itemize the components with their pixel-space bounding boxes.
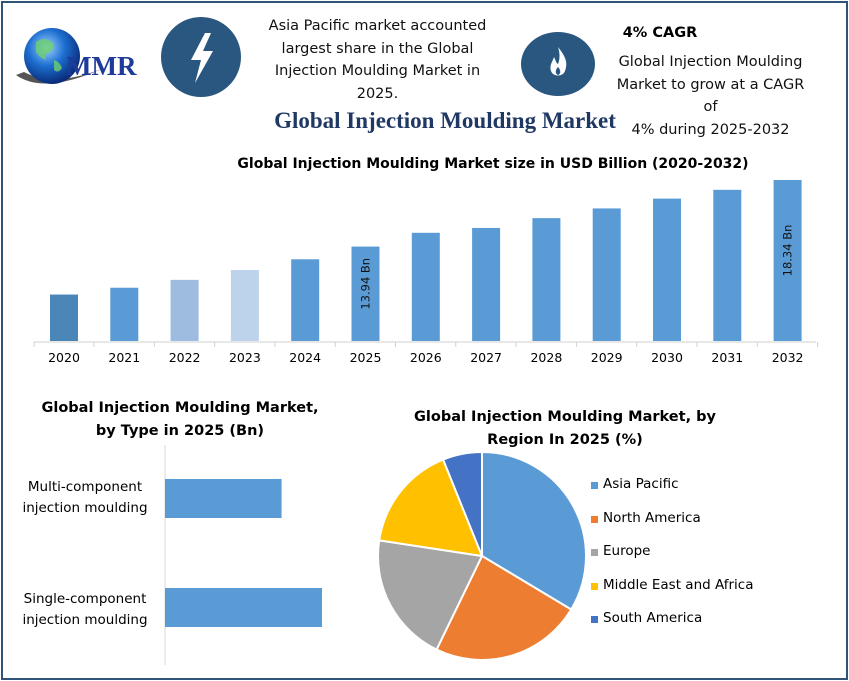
flame-icon (521, 32, 595, 96)
main-title: Global Injection Moulding Market (274, 108, 616, 133)
legend-swatch (591, 549, 598, 557)
bar-chart-title: Global Injection Moulding Market size in… (237, 156, 749, 172)
insight-line: largest share in the Global (281, 40, 474, 57)
type-chart-title-line: Global Injection Moulding Market, (41, 400, 319, 416)
pie-title-line: Region In 2025 (%) (487, 432, 643, 448)
legend-swatch (591, 515, 598, 523)
x-tick-label: 2031 (711, 350, 744, 365)
pie-slice-middle-east-and-africa (378, 458, 484, 558)
legend-swatch (591, 482, 598, 489)
x-tick-label: 2026 (409, 350, 442, 365)
pie-slice-europe (377, 539, 484, 651)
bar-2023 (230, 270, 259, 341)
lightning-icon (161, 17, 241, 97)
bar-2027 (472, 227, 501, 341)
pie-slice-asia-pacific (481, 450, 587, 611)
x-tick-label: 2022 (168, 350, 201, 365)
legend-label: Asia Pacific (603, 476, 679, 492)
bar-2022 (170, 279, 199, 341)
x-tick-label: 2025 (349, 350, 382, 365)
pie-title-line: Global Injection Moulding Market, by (414, 409, 716, 425)
type-label: injection moulding (22, 612, 148, 628)
insight-line: Injection Moulding Market in (274, 63, 481, 79)
bar-2025 (351, 246, 380, 341)
bar-2026 (411, 232, 440, 341)
x-tick-label: 2030 (651, 350, 683, 365)
x-tick-label: 2027 (470, 350, 502, 365)
bar-2024 (291, 259, 320, 341)
cagr-title: 4% CAGR (622, 25, 698, 41)
legend-label: South America (603, 610, 703, 627)
legend-label: Europe (603, 543, 651, 560)
x-tick-label: 2032 (771, 350, 804, 365)
bar-2021 (110, 287, 139, 341)
cagr-line: 4% during 2025-2032 (631, 121, 790, 138)
type-label: Multi-component (27, 479, 143, 495)
type-chart-title-line: by Type in 2025 (Bn) (95, 423, 265, 439)
mmr-logo: MMR (16, 28, 137, 84)
data-label: 18.34 Bn (781, 225, 795, 277)
x-tick-label: 2020 (48, 350, 80, 365)
legend-label: Middle East and Africa (603, 576, 754, 593)
legend-label: North America (603, 509, 701, 526)
x-tick-label: 2023 (228, 350, 261, 365)
type-bar (165, 479, 282, 518)
x-tick-label: 2021 (108, 350, 141, 365)
cagr-line: Global Injection Moulding (618, 54, 803, 70)
cagr-line: Market to grow at a CAGR of (616, 76, 805, 116)
bar-2020 (50, 294, 78, 341)
x-tick-label: 2029 (590, 350, 623, 365)
pie-slice-south-america (441, 450, 483, 557)
bar-2031 (713, 189, 742, 341)
bar-2028 (532, 218, 561, 341)
type-bar (165, 588, 322, 627)
bar-2032 (773, 179, 802, 341)
legend-swatch (591, 616, 598, 624)
bar-2030 (653, 198, 681, 341)
bar-2029 (592, 208, 621, 341)
svg-text:MMR: MMR (66, 51, 137, 81)
x-tick-label: 2024 (289, 350, 322, 365)
insight-line: Asia Pacific market accounted (268, 18, 487, 34)
type-label: injection moulding (22, 500, 148, 516)
type-label: Single-component (23, 591, 147, 607)
insight-line: 2025. (356, 85, 399, 102)
legend-swatch (591, 582, 598, 590)
data-label: 13.94 Bn (359, 258, 373, 310)
x-tick-label: 2028 (530, 350, 563, 365)
